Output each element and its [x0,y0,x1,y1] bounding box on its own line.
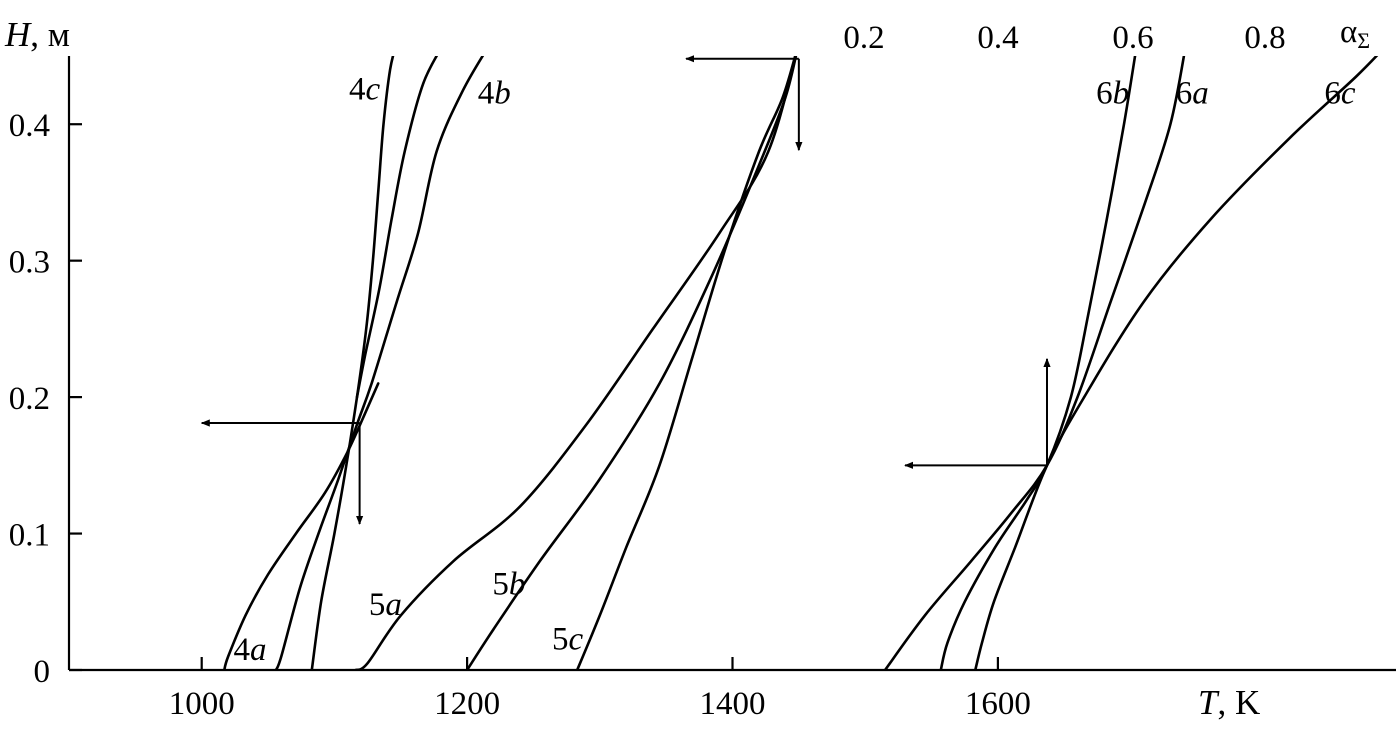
tick-labels: 1000 1200 1400 1600 0 0.1 0.2 0.3 0.4 [9,108,1031,722]
alpha-value: 0.4 [977,20,1018,56]
alpha-header: αΣ 0.2 0.4 0.6 0.8 [843,14,1370,56]
curve-5b [465,56,798,670]
curve-label-4c: 4c [349,71,381,107]
y-tick-label: 0.4 [9,108,50,144]
curve-label-5a: 5a [369,587,402,623]
curve-labels: 4a 4b 4c 5a 5b 5c 6b 6a 6c [234,71,1356,668]
curve-label-6c: 6c [1324,75,1356,111]
curve-label-5c: 5c [552,621,584,657]
curves [223,56,1379,670]
curve-label-4a: 4a [234,632,267,668]
curve-4c [310,56,395,670]
direction-arrows [200,55,1051,525]
x-axis-label: T, K [1198,683,1260,722]
curve-label-6b: 6b [1096,75,1129,111]
curve-4_extra [355,56,439,399]
x-tick-label: 1200 [434,686,500,722]
alpha-value: 0.6 [1112,20,1153,56]
ticks [69,123,1000,672]
curve-5a [354,56,797,670]
x-tick-label: 1400 [700,686,766,722]
curve-label-6a: 6a [1176,75,1209,111]
y-tick-label: 0.2 [9,381,50,417]
y-axis-label: H, м [4,15,70,54]
curve-5c [575,56,797,670]
curve-6a [883,56,1186,670]
curve-4a [223,382,380,670]
alpha-sigma-label: αΣ [1340,14,1370,53]
x-tick-label: 1600 [965,686,1031,722]
y-tick-label: 0.1 [9,518,50,554]
curve-4b [274,56,485,670]
curve-6c [974,56,1379,670]
curve-label-5b: 5b [492,567,525,603]
alpha-value: 0.8 [1244,20,1285,56]
alpha-value: 0.2 [843,20,884,56]
curve-6b [939,56,1137,670]
y-tick-label: 0.3 [9,245,50,281]
axes [67,56,1396,672]
curve-label-4b: 4b [478,75,511,111]
x-tick-label: 1000 [169,686,235,722]
y-tick-label: 0 [34,654,51,690]
